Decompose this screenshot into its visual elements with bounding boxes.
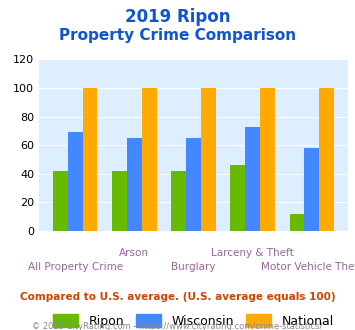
Bar (142, 88, 157, 231)
Text: All Property Crime: All Property Crime (28, 262, 123, 272)
Bar (171, 171, 186, 231)
Bar (230, 165, 245, 231)
Text: Motor Vehicle Theft: Motor Vehicle Theft (261, 262, 355, 272)
Bar (186, 138, 201, 231)
Bar (112, 171, 127, 231)
Text: Arson: Arson (119, 248, 149, 258)
Text: 2019 Ripon: 2019 Ripon (125, 8, 230, 26)
Text: Property Crime Comparison: Property Crime Comparison (59, 28, 296, 43)
Text: © 2025 CityRating.com - https://www.cityrating.com/crime-statistics/: © 2025 CityRating.com - https://www.city… (32, 322, 323, 330)
Bar (290, 214, 304, 231)
Bar (304, 148, 319, 231)
Bar (260, 88, 275, 231)
Bar (68, 132, 83, 231)
Text: Larceny & Theft: Larceny & Theft (211, 248, 294, 258)
Text: Burglary: Burglary (171, 262, 216, 272)
Bar (83, 88, 97, 231)
Text: Compared to U.S. average. (U.S. average equals 100): Compared to U.S. average. (U.S. average … (20, 292, 335, 302)
Bar (201, 88, 215, 231)
Bar (319, 88, 334, 231)
Bar (245, 127, 260, 231)
Bar (127, 138, 142, 231)
Bar (53, 171, 68, 231)
Legend: Ripon, Wisconsin, National: Ripon, Wisconsin, National (48, 309, 339, 330)
